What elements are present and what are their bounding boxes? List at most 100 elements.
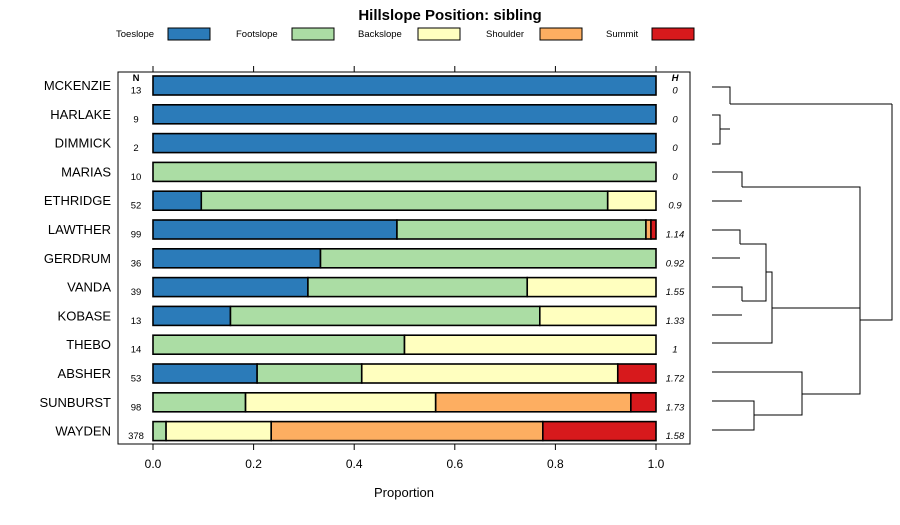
bar-segment: [152, 420, 167, 442]
category-label: ABSHER: [58, 366, 111, 381]
dendrogram-branch: [740, 243, 767, 302]
category-label: ETHRIDGE: [44, 193, 112, 208]
bar-segment: [319, 248, 657, 269]
bar-segment: [152, 75, 657, 96]
bar-segment: [650, 219, 657, 240]
bar-rows: MCKENZIE 13 0 HARLAKE 9 0 DIMMICK 2 0 MARIAS 10 0 ET…: [39, 75, 685, 442]
legend-label: Footslope: [236, 29, 278, 40]
bar-row: ETHRIDGE 52 0.9: [44, 190, 682, 212]
legend-swatch: [167, 27, 211, 41]
x-axis-title: Proportion: [374, 485, 434, 500]
x-tick-label: 0.4: [346, 457, 363, 471]
dendrogram: [712, 86, 893, 431]
bar-segment: [152, 363, 258, 384]
count-label: 36: [131, 258, 142, 269]
count-label: 39: [131, 287, 142, 298]
dendrogram-branch: [712, 86, 731, 104]
chart-title: Hillslope Position: sibling: [358, 7, 541, 24]
bar-segment: [539, 305, 657, 327]
bar-segment: [152, 391, 247, 413]
count-label: 52: [131, 201, 142, 212]
bar-segment: [270, 420, 544, 442]
bar-segment: [403, 334, 657, 356]
h-value-label: 1: [672, 345, 677, 356]
legend: Toeslope Footslope Backslope Shoulder Summit: [116, 27, 695, 41]
category-label: LAWTHER: [48, 222, 111, 237]
plot-panel: [117, 71, 691, 445]
count-label: 53: [131, 374, 142, 385]
bar-segment: [152, 132, 657, 154]
dendrogram-branch: [712, 400, 755, 431]
dendrogram-branch: [712, 371, 803, 416]
bar-segment: [630, 391, 657, 413]
legend-swatch: [417, 27, 461, 41]
x-tick-label: 0.0: [145, 457, 162, 471]
count-label: 9: [133, 114, 138, 125]
legend-swatch: [291, 27, 335, 41]
count-label: 13: [131, 86, 142, 97]
count-label: 99: [131, 230, 142, 241]
h-value-label: 0: [672, 172, 678, 183]
bar-segment: [152, 305, 232, 327]
bar-segment: [244, 391, 437, 413]
bar-segment: [526, 276, 657, 298]
h-value-label: 0.9: [668, 201, 682, 212]
x-tick-label: 0.8: [547, 457, 564, 471]
bar-segment: [152, 248, 322, 269]
category-label: DIMMICK: [55, 136, 112, 151]
count-label: 98: [131, 402, 142, 413]
h-value-label: 0.92: [666, 258, 685, 269]
bar-segment: [152, 104, 657, 125]
bar-segment: [616, 363, 657, 384]
category-label: MCKENZIE: [44, 78, 112, 93]
bar-row: THEBO 14 1: [66, 334, 678, 356]
bar-row: KOBASE 13 1.33: [58, 305, 685, 327]
count-header: N: [133, 73, 140, 84]
dendrogram-branch: [859, 104, 893, 321]
bar-row: MCKENZIE 13 0: [44, 75, 678, 97]
h-value-label: 1.58: [666, 431, 685, 442]
category-label: THEBO: [66, 337, 111, 352]
bar-row: ABSHER 53 1.72: [58, 363, 685, 385]
h-value-label: 0: [672, 114, 678, 125]
legend-swatch: [651, 27, 695, 41]
h-header: H: [672, 73, 680, 84]
bar-row: HARLAKE 9 0: [50, 104, 678, 125]
category-label: MARIAS: [61, 164, 111, 179]
legend-swatch: [539, 27, 583, 41]
bar-segment: [200, 190, 609, 211]
count-label: 378: [128, 431, 144, 442]
dendrogram-branch: [742, 186, 861, 309]
bar-row: WAYDEN 378 1.58: [55, 420, 685, 442]
bar-segment: [396, 219, 647, 240]
x-tick-label: 0.6: [446, 457, 463, 471]
axes: 0.0 0.2 0.4 0.6 0.8 1.0: [145, 66, 665, 471]
bar-row: VANDA 39 1.55: [67, 276, 685, 298]
count-label: 14: [131, 345, 142, 356]
bar-segment: [165, 420, 273, 442]
dendrogram-branch: [712, 286, 743, 301]
bar-segment: [360, 363, 619, 384]
bar-segment: [152, 276, 309, 298]
count-label: 13: [131, 316, 142, 327]
bar-segment: [152, 219, 398, 240]
legend-label: Backslope: [358, 29, 402, 40]
dendrogram-branch: [712, 114, 721, 145]
category-label: HARLAKE: [50, 107, 111, 122]
bar-segment: [152, 334, 406, 356]
h-value-label: 1.14: [666, 230, 685, 241]
x-tick-label: 1.0: [648, 457, 665, 471]
dendrogram-branch: [712, 229, 741, 244]
legend-label: Shoulder: [486, 29, 524, 40]
bar-row: GERDRUM 36 0.92: [44, 248, 685, 269]
bar-segment: [307, 276, 529, 298]
bar-segment: [256, 363, 363, 384]
bar-row: SUNBURST 98 1.73: [39, 391, 685, 413]
h-value-label: 0: [672, 143, 678, 154]
legend-label: Summit: [606, 29, 639, 40]
bar-segment: [152, 161, 657, 183]
count-label: 2: [133, 143, 138, 154]
bar-segment: [542, 420, 657, 442]
h-value-label: 1.73: [666, 402, 685, 413]
